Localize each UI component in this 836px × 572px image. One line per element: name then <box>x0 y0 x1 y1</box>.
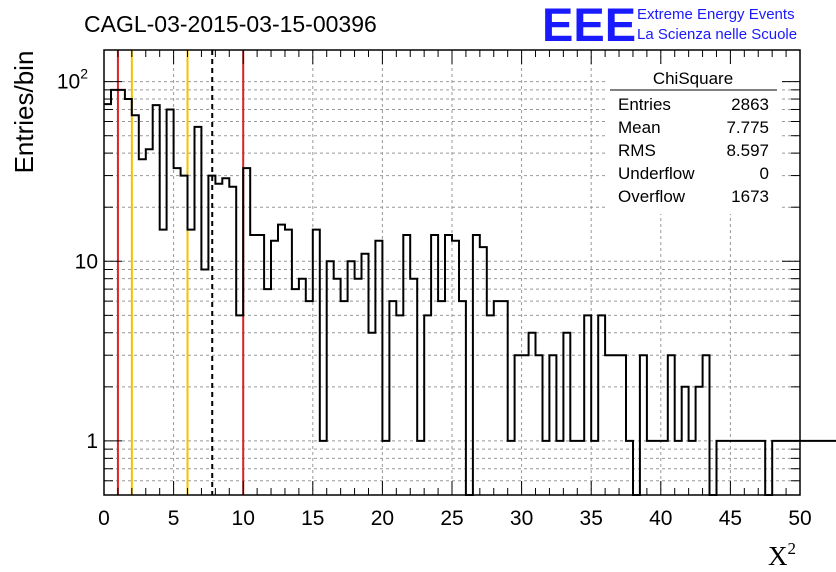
stats-row-label: RMS <box>618 141 656 160</box>
x-tick-label: 40 <box>649 507 672 530</box>
x-axis-label-sup: 2 <box>788 539 797 558</box>
y-tick-label: 1 <box>86 430 98 453</box>
stats-row-label: Mean <box>618 118 661 137</box>
x-tick-label: 35 <box>580 507 603 530</box>
stats-row-value: 8.597 <box>726 141 769 160</box>
eee-logo: EEE Extreme Energy Events La Scienza nel… <box>542 0 797 51</box>
y-tick-label-base: 10 <box>57 71 80 94</box>
x-axis-label-main: X <box>768 541 788 571</box>
x-tick-label: 45 <box>719 507 742 530</box>
eee-logo-mark: EEE <box>542 0 636 51</box>
y-tick-label-exp: 2 <box>80 66 88 82</box>
y-tick-label: 102 <box>57 66 88 94</box>
stats-box-background <box>607 64 781 214</box>
x-tick-label: 5 <box>168 507 180 530</box>
y-axis-label: Entries/bin <box>9 51 39 174</box>
stats-row-label: Entries <box>618 95 671 114</box>
x-tick-label: 20 <box>371 507 394 530</box>
y-tick-label: 10 <box>75 250 98 273</box>
stats-row-value: 1673 <box>731 187 769 206</box>
axis-ticks <box>103 50 801 496</box>
x-tick-label: 25 <box>440 507 463 530</box>
stats-rows: Entries 2863 Mean 7.775 RMS 8.597 Underflow 0 Ov… <box>618 95 769 206</box>
grid-lines <box>104 50 800 496</box>
x-tick-labels: 0 5 10 15 20 25 30 35 40 45 50 <box>98 507 812 530</box>
x-tick-label: 30 <box>510 507 533 530</box>
reference-lines <box>116 50 245 495</box>
stats-row-value: 2863 <box>731 95 769 114</box>
stats-title: ChiSquare <box>653 69 733 88</box>
eee-logo-line1: Extreme Energy Events <box>637 6 795 23</box>
x-tick-label: 15 <box>301 507 324 530</box>
x-tick-label: 50 <box>788 507 811 530</box>
stats-row-label: Underflow <box>618 164 695 183</box>
x-axis-label: X2 <box>768 539 796 571</box>
x-tick-label: 10 <box>232 507 255 530</box>
chart-title: CAGL-03-2015-03-15-00396 <box>84 11 377 37</box>
eee-logo-line2: La Scienza nelle Scuole <box>637 26 797 43</box>
x-tick-label: 0 <box>98 507 110 530</box>
histogram-series <box>104 88 836 496</box>
stats-box: ChiSquare Entries 2863 Mean 7.775 RMS 8.597 Un… <box>607 64 781 214</box>
stats-row-value: 7.775 <box>726 118 769 137</box>
stats-row-label: Overflow <box>618 187 686 206</box>
stats-row-value: 0 <box>760 164 769 183</box>
